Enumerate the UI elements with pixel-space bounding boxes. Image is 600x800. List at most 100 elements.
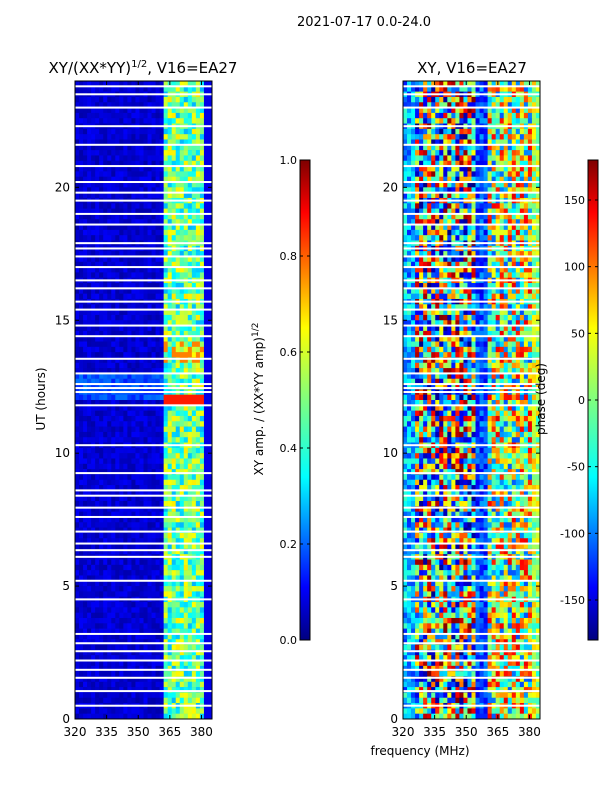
heatmap-cell [75, 261, 80, 268]
heatmap-cell [99, 479, 104, 486]
heatmap-cell [143, 166, 148, 172]
heatmap-cell [467, 166, 472, 172]
heatmap-cell [159, 511, 164, 518]
heatmap-cell [95, 182, 100, 188]
heatmap-cell [107, 522, 112, 528]
heatmap-cell [99, 649, 104, 656]
heatmap-cell [499, 86, 505, 92]
heatmap-cell [155, 660, 160, 667]
heatmap-cell [107, 665, 112, 672]
heatmap-cell [103, 203, 108, 209]
heatmap-cell [155, 511, 160, 518]
heatmap-cell [507, 166, 513, 172]
heatmap-cell [163, 692, 168, 699]
heatmap-cell [179, 155, 185, 162]
heatmap-cell [431, 144, 436, 151]
heatmap-cell [199, 96, 205, 103]
heatmap-cell [159, 128, 164, 135]
heatmap-cell [139, 602, 144, 608]
heatmap-cell [99, 304, 104, 310]
heatmap-cell [195, 213, 201, 220]
heatmap-cell [191, 102, 197, 108]
heatmap-cell [87, 171, 92, 177]
heatmap-cell [83, 649, 88, 656]
heatmap-cell [91, 649, 96, 656]
heatmap-cell [199, 405, 205, 411]
heatmap-cell [191, 655, 197, 661]
heatmap-cell [123, 415, 128, 422]
heatmap-cell [519, 86, 525, 92]
heatmap-cell [467, 139, 472, 146]
heatmap-cell [155, 437, 160, 443]
heatmap-cell [139, 134, 144, 140]
heatmap-cell [131, 213, 136, 220]
heatmap-cell [459, 150, 464, 156]
heatmap-cell [515, 128, 521, 135]
heatmap-cell [79, 681, 84, 688]
heatmap-cell [135, 501, 140, 507]
heatmap-cell [427, 208, 432, 215]
heatmap-cell [463, 118, 468, 124]
heatmap-cell [167, 267, 173, 273]
heatmap-cell [139, 288, 144, 294]
heatmap-cell [151, 139, 156, 146]
heatmap-cell [87, 671, 92, 677]
flagged-time-gap [75, 489, 212, 492]
heatmap-cell [151, 81, 156, 87]
heatmap-cell [179, 118, 185, 124]
heatmap-cell [499, 107, 505, 114]
heatmap-cell [475, 150, 480, 156]
heatmap-cell [143, 357, 148, 364]
heatmap-cell [87, 485, 92, 491]
heatmap-cell [515, 96, 521, 103]
heatmap-cell [147, 182, 152, 188]
heatmap-cell [475, 102, 480, 108]
heatmap-cell [439, 182, 444, 188]
heatmap-cell [147, 447, 152, 454]
flagged-time-gap [75, 181, 212, 184]
heatmap-cell [139, 532, 144, 539]
heatmap-cell [491, 203, 496, 209]
heatmap-cell [151, 559, 156, 566]
heatmap-cell [207, 474, 213, 481]
flagged-time-gap [75, 324, 212, 327]
heatmap-cell [171, 187, 177, 193]
heatmap-cell [119, 203, 124, 209]
heatmap-cell [179, 304, 185, 310]
heatmap-cell [447, 166, 452, 172]
heatmap-cell [179, 256, 185, 263]
heatmap-cell [175, 357, 181, 364]
heatmap-cell [95, 267, 100, 273]
heatmap-cell [147, 708, 152, 714]
heatmap-cell [527, 96, 533, 103]
heatmap-cell [103, 314, 108, 321]
heatmap-cell [207, 548, 213, 555]
heatmap-cell [87, 681, 92, 688]
heatmap-cell [471, 118, 476, 124]
heatmap-cell [147, 527, 152, 534]
heatmap-cell [163, 283, 168, 289]
heatmap-cell [199, 251, 205, 257]
heatmap-cell [159, 229, 164, 236]
heatmap-cell [147, 144, 152, 151]
heatmap-cell [187, 575, 193, 582]
heatmap-cell [487, 102, 492, 108]
heatmap-cell [167, 447, 173, 454]
heatmap-cell [459, 139, 464, 146]
heatmap-cell [163, 187, 168, 193]
heatmap-cell [155, 602, 160, 608]
heatmap-cell [151, 192, 156, 199]
heatmap-cell [135, 86, 140, 92]
heatmap-cell [175, 415, 181, 422]
heatmap-cell [79, 431, 84, 438]
heatmap-cell [95, 368, 100, 374]
heatmap-cell [423, 192, 428, 199]
heatmap-cell [207, 102, 213, 108]
heatmap-cell [107, 501, 112, 507]
heatmap-cell [111, 463, 116, 470]
heatmap-cell [75, 134, 80, 140]
heatmap-cell [135, 112, 140, 119]
heatmap-cell [123, 564, 128, 571]
heatmap-cell [199, 543, 205, 550]
heatmap-cell [171, 400, 177, 406]
